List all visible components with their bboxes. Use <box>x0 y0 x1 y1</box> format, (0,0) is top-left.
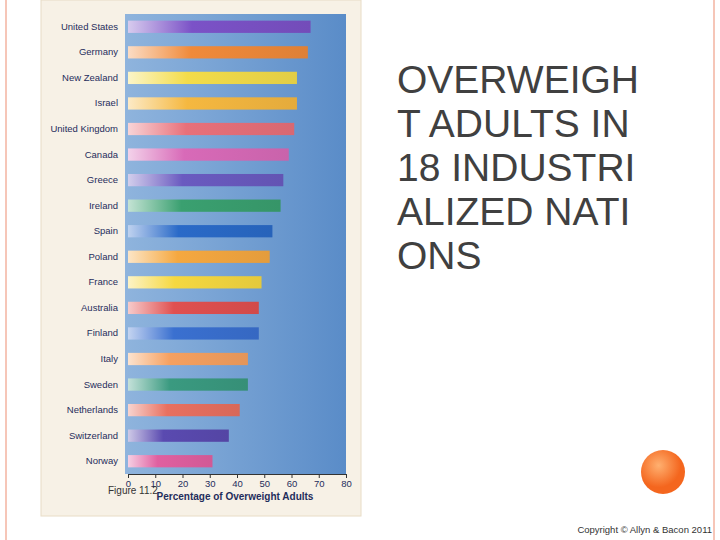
y-tick: Sweden <box>84 379 125 390</box>
category-label: Spain <box>94 225 118 236</box>
category-label: Poland <box>88 251 118 262</box>
y-tick: Switzerland <box>69 430 125 441</box>
category-label: Israel <box>95 97 118 108</box>
category-label: Sweden <box>84 379 118 390</box>
x-tick: 50 <box>259 474 270 489</box>
bar <box>128 200 281 212</box>
bar <box>128 276 262 288</box>
y-tick: United Kingdom <box>50 123 125 134</box>
figure-frame <box>41 0 361 516</box>
copyright: Copyright © Allyn & Bacon 2011 <box>577 524 712 535</box>
bar <box>128 430 229 442</box>
plot-background <box>125 14 346 474</box>
bar <box>128 174 283 186</box>
figure-number: Figure 11.2 <box>108 485 158 496</box>
bars <box>128 21 311 468</box>
category-label: Italy <box>101 353 119 364</box>
category-label: Greece <box>87 174 118 185</box>
category-label: New Zealand <box>62 72 118 83</box>
y-tick: Norway <box>86 455 125 466</box>
bar <box>128 404 240 416</box>
category-label: Australia <box>81 302 119 313</box>
bar <box>128 97 297 109</box>
x-tick: 60 <box>287 474 298 489</box>
decor-circle <box>641 450 685 494</box>
bar <box>128 353 248 365</box>
x-tick: 80 <box>341 474 352 489</box>
category-label: Finland <box>87 327 118 338</box>
slide-border <box>6 0 714 540</box>
y-tick: Italy <box>101 353 125 364</box>
y-tick: Netherlands <box>67 404 125 415</box>
y-tick: Ireland <box>89 200 125 211</box>
category-label: United States <box>61 21 118 32</box>
y-tick: Finland <box>87 327 125 338</box>
category-label: Ireland <box>89 200 118 211</box>
x-axis: 01020304050607080 <box>126 474 352 489</box>
x-tick: 40 <box>232 474 243 489</box>
y-tick: France <box>88 276 125 287</box>
bar <box>128 327 259 339</box>
bar <box>128 72 297 84</box>
x-tick: 70 <box>314 474 325 489</box>
y-tick: Canada <box>85 149 125 160</box>
x-tick-label: 20 <box>178 478 189 489</box>
slide-title: OVERWEIGHT ADULTS IN 18 INDUSTRIALIZED N… <box>397 58 659 278</box>
bar <box>128 123 294 135</box>
x-tick-label: 80 <box>341 478 352 489</box>
x-tick-label: 50 <box>259 478 270 489</box>
x-tick-label: 30 <box>205 478 216 489</box>
bar <box>128 455 212 467</box>
y-tick: Germany <box>79 46 125 57</box>
x-tick-label: 40 <box>232 478 243 489</box>
bar <box>128 302 259 314</box>
category-label: Germany <box>79 46 118 57</box>
x-tick-label: 60 <box>287 478 298 489</box>
x-tick: 20 <box>178 474 189 489</box>
bar <box>128 251 270 263</box>
category-label: Netherlands <box>67 404 118 415</box>
bar <box>128 378 248 390</box>
bar <box>128 46 308 58</box>
category-label: France <box>88 276 118 287</box>
bar <box>128 21 311 33</box>
category-label: Norway <box>86 455 118 466</box>
category-label: Canada <box>85 149 119 160</box>
x-axis-title: Percentage of Overweight Adults <box>157 491 314 502</box>
category-label: Switzerland <box>69 430 118 441</box>
y-tick: Greece <box>87 174 125 185</box>
y-tick: Australia <box>81 302 125 313</box>
x-tick: 30 <box>205 474 216 489</box>
y-tick: United States <box>61 21 125 32</box>
bar <box>128 225 272 237</box>
y-tick: New Zealand <box>62 72 125 83</box>
y-tick: Poland <box>88 251 125 262</box>
bar <box>128 148 289 160</box>
category-label: United Kingdom <box>50 123 118 134</box>
y-tick: Israel <box>95 97 125 108</box>
y-tick: Spain <box>94 225 125 236</box>
x-tick-label: 70 <box>314 478 325 489</box>
y-axis: United States Germany New Zealand Israel Uni… <box>50 21 125 466</box>
